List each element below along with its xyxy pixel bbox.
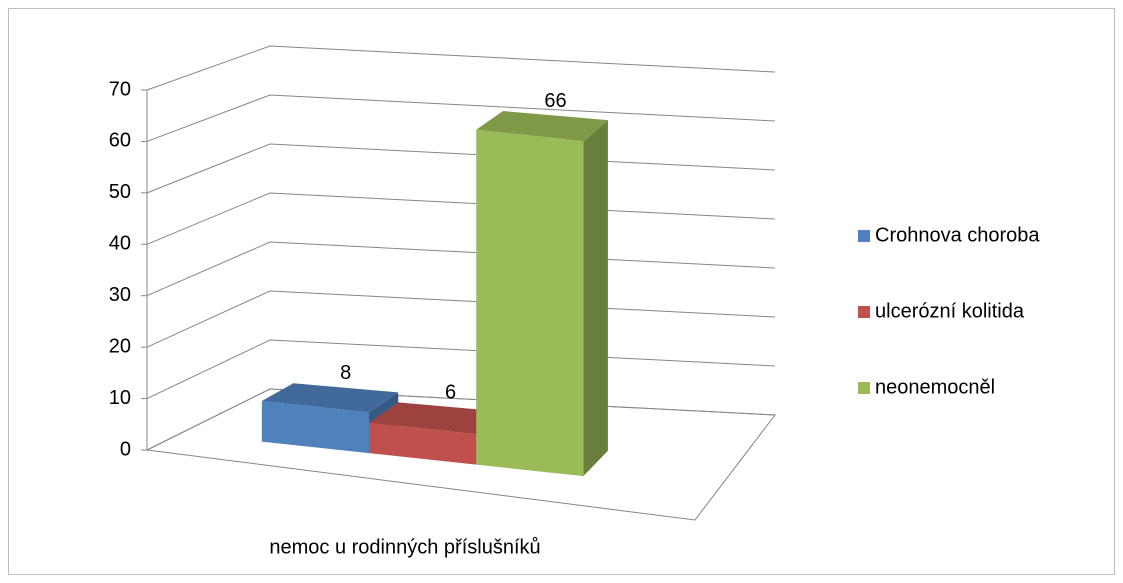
- y-tick-label: 50: [109, 181, 131, 203]
- data-label: 66: [544, 90, 566, 112]
- legend-label: ulcerózní kolitida: [875, 300, 1025, 322]
- bar-top: [476, 111, 608, 142]
- x-category-label: nemoc u rodinných příslušníků: [269, 536, 540, 558]
- y-tick-label: 30: [109, 284, 131, 306]
- bar-top: [261, 383, 399, 413]
- legend-label: neonemocněl: [875, 376, 995, 398]
- bar-front: [369, 422, 477, 465]
- legend-swatch: [858, 382, 870, 394]
- y-tick-label: 70: [109, 78, 131, 100]
- y-tick-label: 10: [109, 387, 131, 409]
- grid-line: [146, 45, 776, 91]
- legend-swatch: [858, 306, 870, 318]
- grid-line: [146, 94, 776, 142]
- bar-side: [583, 120, 608, 477]
- y-tick-label: 60: [109, 130, 131, 152]
- y-tick-label: 0: [120, 438, 131, 460]
- bar-front: [476, 129, 584, 477]
- bar-front: [261, 400, 370, 454]
- bar: [476, 111, 608, 477]
- data-label: 8: [340, 362, 351, 384]
- legend-label: Crohnova choroba: [875, 224, 1040, 246]
- legend-swatch: [858, 230, 870, 242]
- data-label: 6: [445, 381, 456, 403]
- y-tick-label: 20: [109, 335, 131, 357]
- bar-top: [369, 402, 504, 435]
- y-tick-label: 40: [109, 233, 131, 255]
- bar: [369, 402, 504, 465]
